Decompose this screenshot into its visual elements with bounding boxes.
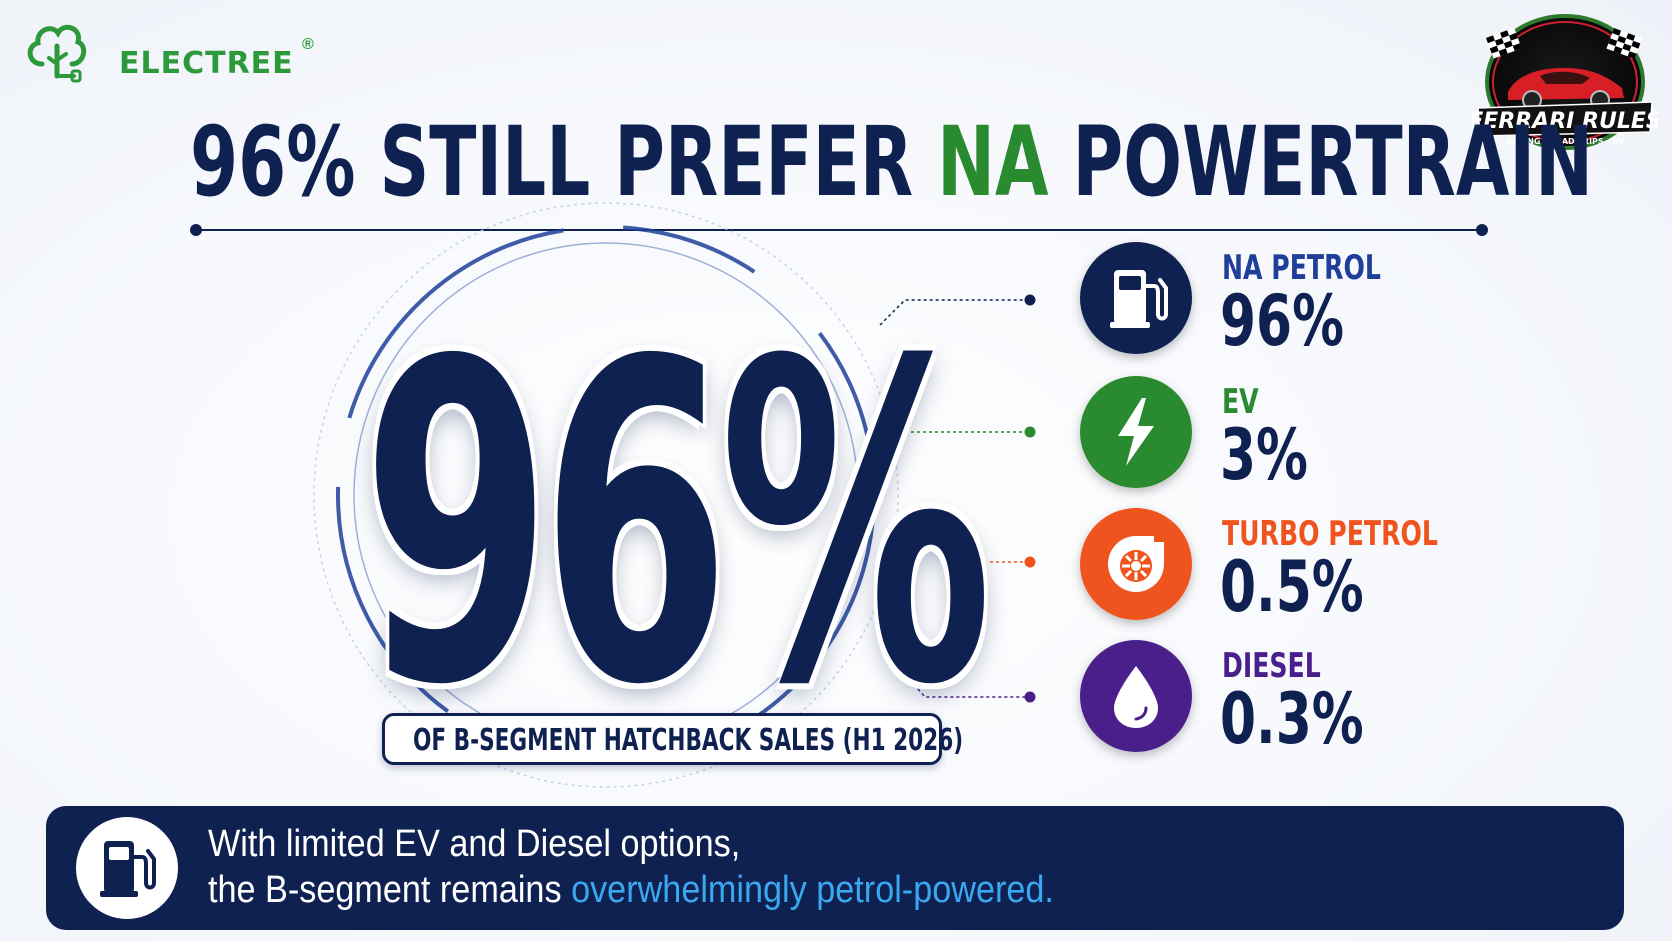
divider-dot-left bbox=[190, 224, 202, 236]
divider-dot-right bbox=[1476, 224, 1488, 236]
breakdown-label: EV bbox=[1222, 382, 1259, 422]
banner-line-2: the B-segment remains overwhelmingly pet… bbox=[208, 868, 1288, 912]
banner-line-2-start: the B-segment remains bbox=[208, 869, 572, 911]
headline-part1: 96% STILL PREFER bbox=[190, 106, 938, 218]
brand-name: ELECTREE bbox=[119, 46, 294, 81]
breakdown-label: TURBO PETROL bbox=[1222, 514, 1438, 554]
fuel-pump-icon bbox=[1080, 242, 1192, 354]
breakdown-value: 3% bbox=[1220, 414, 1308, 496]
breakdown-value: 0.3% bbox=[1220, 678, 1364, 760]
turbo-icon bbox=[1080, 508, 1192, 620]
hero-caption: OF B-SEGMENT HATCHBACK SALES (H1 2026) bbox=[413, 723, 964, 758]
breakdown-item-ev: EV 3% bbox=[1080, 376, 1600, 496]
breakdown-item-turbo-petrol: TURBO PETROL 0.5% bbox=[1080, 508, 1600, 628]
banner-highlight: overwhelmingly petrol-powered. bbox=[571, 869, 1054, 911]
lightning-icon bbox=[1080, 376, 1192, 488]
breakdown-label: NA PETROL bbox=[1222, 248, 1381, 288]
hero-value: 96% bbox=[362, 269, 993, 781]
ferrari-rules-badge: FERRARI RULES RACING · ROAD TRIPS · EV bbox=[1468, 10, 1662, 160]
title-divider bbox=[190, 224, 1488, 236]
badge-tagline: RACING · ROAD TRIPS · EV bbox=[1506, 137, 1625, 146]
tree-plug-icon bbox=[27, 24, 87, 83]
breakdown-label: DIESEL bbox=[1222, 646, 1321, 686]
ferrari-rules-logo-icon: FERRARI RULES RACING · ROAD TRIPS · EV bbox=[1468, 14, 1662, 150]
headline: 96% STILL PREFER NA POWERTRAIN bbox=[190, 112, 1593, 212]
fuel-pump-icon bbox=[76, 817, 178, 919]
droplet-icon bbox=[1080, 640, 1192, 752]
breakdown-item-diesel: DIESEL 0.3% bbox=[1080, 640, 1600, 760]
electree-logo: ELECTREE ® bbox=[22, 16, 322, 86]
badge-title: FERRARI RULES bbox=[1472, 109, 1658, 134]
hero-stat: 96% bbox=[270, 225, 993, 785]
hero-caption-pill: OF B-SEGMENT HATCHBACK SALES (H1 2026) bbox=[382, 713, 964, 765]
breakdown-value: 96% bbox=[1220, 280, 1344, 362]
breakdown-value: 0.5% bbox=[1220, 546, 1364, 628]
headline-part2: POWERTRAIN bbox=[1048, 106, 1593, 218]
registered-mark: ® bbox=[302, 36, 314, 53]
headline-accent: NA bbox=[937, 106, 1049, 218]
summary-banner: With limited EV and Diesel options, the … bbox=[46, 806, 1624, 930]
banner-line-1: With limited EV and Diesel options, bbox=[208, 823, 741, 865]
breakdown-item-na-petrol: NA PETROL 96% bbox=[1080, 242, 1600, 362]
